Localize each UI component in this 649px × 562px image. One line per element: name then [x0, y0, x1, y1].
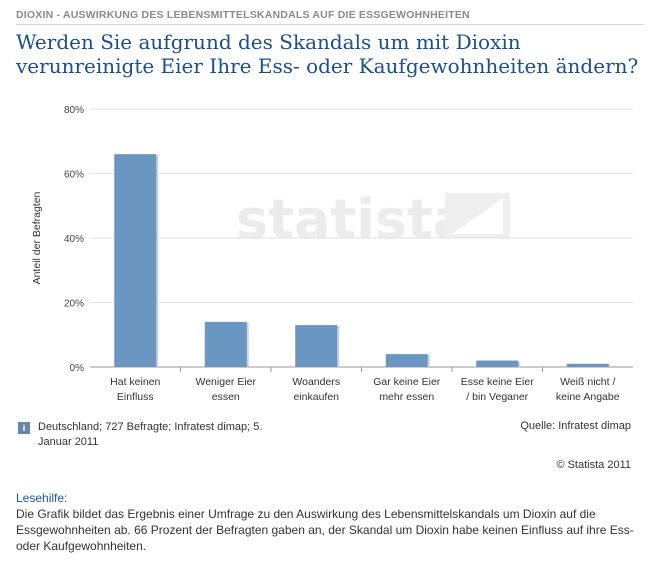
watermark-logo-slash: [452, 198, 503, 234]
source-note: Deutschland; 727 Befragte; Infratest dim…: [38, 421, 263, 448]
y-tick-label: 0%: [70, 363, 85, 374]
y-tick-label: 80%: [64, 105, 84, 116]
x-tick-label: mehr essen: [379, 391, 434, 403]
kicker-bar: DIOXIN - AUSWIRKUNG DES LEBENSMITTELSKAN…: [16, 8, 644, 25]
x-tick-label: / bin Veganer: [466, 391, 528, 403]
x-tick-label: Weniger Eier: [196, 376, 257, 388]
y-tick-label: 20%: [64, 299, 84, 310]
x-tick-label: Einfluss: [117, 391, 154, 403]
y-tick-label: 40%: [64, 234, 84, 245]
bar[interactable]: [476, 360, 519, 367]
y-axis-label: Anteil der Befragten: [31, 191, 43, 284]
y-tick-label: 60%: [64, 170, 84, 181]
bar-chart: statista 0% 20% 40% 60% 80% Anteil der Befragt…: [31, 105, 633, 403]
source-label: Quelle: Infratest dimap: [520, 420, 631, 432]
x-tick-label: keine Angabe: [556, 391, 620, 403]
info-icon[interactable]: i: [18, 422, 30, 434]
copyright-label: © Statista 2011: [556, 459, 631, 471]
lesehilfe-text: Die Grafik bildet das Ergebnis einer Umf…: [16, 507, 634, 553]
bar[interactable]: [204, 321, 247, 367]
x-tick-label: Hat keinen: [110, 376, 160, 388]
x-tick-label: Esse keine Eier: [461, 376, 534, 388]
x-tick-label: Gar keine Eier: [373, 376, 441, 388]
bar[interactable]: [114, 154, 157, 367]
statista-watermark: statista: [236, 188, 469, 251]
chart-title: Werden Sie aufgrund des Skandals um mit …: [16, 30, 639, 78]
x-tick-label: einkaufen: [293, 391, 339, 403]
kicker-text: DIOXIN - AUSWIRKUNG DES LEBENSMITTELSKAN…: [16, 9, 470, 21]
bar[interactable]: [566, 363, 609, 367]
x-tick-label: essen: [212, 391, 240, 403]
x-tick-label: Weiß nicht /: [560, 376, 615, 388]
bar[interactable]: [385, 354, 428, 367]
bar[interactable]: [295, 325, 338, 367]
lesehilfe-title: Lesehilfe:: [16, 491, 68, 505]
x-tick-label: Woanders: [292, 376, 340, 388]
